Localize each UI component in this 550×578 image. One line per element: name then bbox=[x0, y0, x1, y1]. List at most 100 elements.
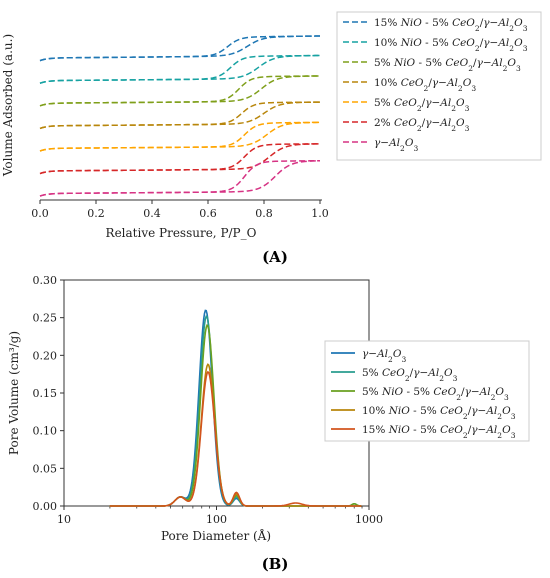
legend-subscript: 3 bbox=[523, 44, 528, 53]
legend-subscript: 2 bbox=[417, 124, 422, 133]
legend-formula-part: γ bbox=[477, 57, 484, 69]
panel-b-x-tick-label: 1000 bbox=[355, 513, 383, 526]
legend-subscript: 3 bbox=[504, 393, 509, 402]
legend-text-part: 10% bbox=[374, 37, 401, 49]
legend-text-part: − bbox=[431, 97, 440, 109]
legend-formula-part: CeO bbox=[452, 17, 475, 29]
legend-a-label-10-ceo2-al2o3: 10% CeO2/γ−Al2O3 bbox=[374, 77, 476, 93]
legend-formula-part: NiO bbox=[388, 424, 411, 436]
legend-text-part: / bbox=[422, 117, 426, 129]
psd-curve-5-nio-5-ceo2-al2o3 bbox=[109, 324, 362, 507]
legend-text-part: − bbox=[368, 348, 377, 360]
legend-formula-part: γ bbox=[471, 405, 478, 417]
legend-text-part: 5% bbox=[362, 386, 382, 398]
legend-formula-part: γ bbox=[425, 97, 432, 109]
legend-text-part: 5% bbox=[374, 57, 394, 69]
isotherm-adsorption-2-ceo2-al2o3 bbox=[39, 143, 321, 175]
legend-text-part: - 5% bbox=[415, 57, 445, 69]
legend-formula-part: O bbox=[405, 137, 414, 149]
legend-text-part: − bbox=[478, 405, 487, 417]
legend-formula-part: Al bbox=[439, 117, 451, 129]
legend-formula-part: CeO bbox=[440, 405, 463, 417]
isotherm-adsorption-al2o3 bbox=[39, 160, 321, 197]
legend-formula-part: NiO bbox=[381, 386, 404, 398]
legend-text-part: − bbox=[431, 117, 440, 129]
legend-formula-part: Al bbox=[485, 424, 497, 436]
legend-formula-part: O bbox=[463, 77, 472, 89]
legend-b-label-10-nio-5-ceo2-al2o3: 10% NiO - 5% CeO2/γ−Al2O3 bbox=[362, 405, 516, 421]
panel-a-legend-box bbox=[336, 11, 542, 161]
legend-formula-part: NiO bbox=[393, 57, 416, 69]
legend-formula-part: CeO bbox=[394, 117, 417, 129]
legend-formula-part: CeO bbox=[394, 97, 417, 109]
legend-formula-part: O bbox=[456, 97, 465, 109]
panel-a-x-tick-label: 1.0 bbox=[311, 207, 329, 220]
legend-formula-part: O bbox=[507, 57, 516, 69]
legend-subscript: 2 bbox=[463, 431, 468, 440]
legend-subscript: 2 bbox=[458, 84, 463, 93]
legend-b-label-5-ceo2-al2o3: 5% CeO2/γ−Al2O3 bbox=[362, 367, 458, 383]
legend-formula-part: O bbox=[495, 386, 504, 398]
legend-a-label-15-nio-5-ceo2-al2o3: 15% NiO - 5% CeO2/γ−Al2O3 bbox=[374, 17, 528, 33]
isotherm-desorption-5-ceo2-al2o3 bbox=[39, 121, 321, 152]
legend-text-part: − bbox=[490, 17, 499, 29]
legend-formula-part: γ bbox=[471, 424, 478, 436]
legend-b-label-al2o3: γ−Al2O3 bbox=[362, 348, 406, 364]
panel-b-x-tick-label: 100 bbox=[206, 513, 227, 526]
legend-formula-part: CeO bbox=[433, 386, 456, 398]
panel-a-y-label: Volume Adsorbed (a.u.) bbox=[1, 34, 15, 177]
isotherm-desorption-10-nio-5-ceo2-al2o3 bbox=[39, 54, 321, 84]
legend-text-part: − bbox=[419, 367, 428, 379]
panel-b-y-tick-label: 0.25 bbox=[33, 312, 58, 325]
panel-a-x-tick-label: 0.0 bbox=[31, 207, 49, 220]
panel-b-frame bbox=[63, 279, 370, 507]
legend-subscript: 2 bbox=[497, 431, 502, 440]
legend-subscript: 3 bbox=[511, 431, 516, 440]
legend-text-part: / bbox=[480, 37, 484, 49]
legend-subscript: 2 bbox=[491, 393, 496, 402]
legend-text-part: − bbox=[380, 137, 389, 149]
legend-a-label-5-ceo2-al2o3: 5% CeO2/γ−Al2O3 bbox=[374, 97, 470, 113]
panel-b-y-label: Pore Volume (cm³/g) bbox=[7, 331, 21, 455]
legend-subscript: 3 bbox=[453, 374, 458, 383]
panel-b-y-ticks: 0.00 0.05 0.10 0.15 0.20 0.25 0.30 bbox=[33, 274, 64, 513]
legend-formula-part: O bbox=[514, 37, 523, 49]
legend-formula-part: Al bbox=[388, 137, 400, 149]
legend-text-part: - 5% bbox=[422, 37, 452, 49]
legend-formula-part: γ bbox=[432, 77, 439, 89]
legend-a-label-2-ceo2-al2o3: 2% CeO2/γ−Al2O3 bbox=[374, 117, 470, 133]
legend-formula-part: Al bbox=[497, 17, 509, 29]
legend-subscript: 2 bbox=[509, 44, 514, 53]
legend-formula-part: Al bbox=[491, 57, 503, 69]
legend-formula-part: NiO bbox=[400, 17, 423, 29]
legend-text-part: 15% bbox=[362, 424, 389, 436]
panel-a-x-tick-label: 0.4 bbox=[143, 207, 161, 220]
legend-formula-part: Al bbox=[497, 37, 509, 49]
legend-text-part: / bbox=[468, 424, 472, 436]
panel-a-x-ticks: 0.0 0.2 0.4 0.6 0.8 1.0 bbox=[31, 200, 329, 220]
legend-subscript: 2 bbox=[475, 24, 480, 33]
legend-text-part: - 5% bbox=[410, 405, 440, 417]
legend-formula-part: CeO bbox=[440, 424, 463, 436]
panel-a-x-tick-label: 0.2 bbox=[87, 207, 105, 220]
panel-b-y-tick-label: 0.05 bbox=[33, 462, 58, 475]
legend-formula-part: O bbox=[393, 348, 402, 360]
legend-subscript: 2 bbox=[424, 84, 429, 93]
panel-a-x-tick-label: 0.6 bbox=[199, 207, 217, 220]
legend-formula-part: γ bbox=[483, 37, 490, 49]
isotherm-desorption-5-nio-5-ceo2-al2o3 bbox=[39, 75, 321, 107]
legend-formula-part: γ bbox=[362, 348, 369, 360]
panel-b-label: (B) bbox=[262, 555, 289, 573]
legend-text-part: / bbox=[428, 77, 432, 89]
legend-text-part: − bbox=[490, 37, 499, 49]
panel-a-x-tick-label: 0.8 bbox=[255, 207, 273, 220]
legend-subscript: 2 bbox=[503, 64, 508, 73]
legend-subscript: 2 bbox=[475, 44, 480, 53]
legend-subscript: 2 bbox=[439, 374, 444, 383]
legend-text-part: − bbox=[478, 424, 487, 436]
legend-text-part: − bbox=[471, 386, 480, 398]
panel-a-label: (A) bbox=[262, 248, 288, 266]
legend-text-part: 10% bbox=[362, 405, 389, 417]
